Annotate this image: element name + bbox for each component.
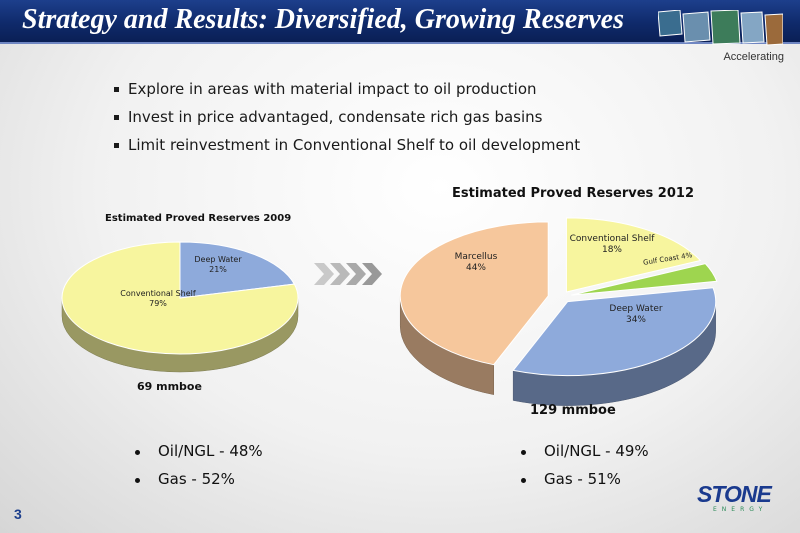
list-item: Explore in areas with material impact to… (114, 80, 714, 108)
stone-energy-logo: STONE ENERGY (697, 482, 785, 518)
pie-slice-deep-water (512, 287, 717, 377)
pie-slice-label: Deep Water 21% (194, 255, 242, 274)
chart-title-2012: Estimated Proved Reserves 2012 (452, 186, 694, 201)
chevron-arrows-icon (314, 263, 382, 285)
list-item: Invest in price advantaged, condensate r… (114, 108, 714, 136)
chart-title-2009: Estimated Proved Reserves 2009 (105, 213, 292, 224)
pie-slice-label: Conventional Shelf 79% (120, 289, 196, 308)
list-item: Oil/NGL - 48% (132, 442, 263, 470)
slide-title: Strategy and Results: Diversified, Growi… (22, 4, 624, 35)
pie-slice-label: Marcellus 44% (455, 252, 498, 273)
list-item: Limit reinvestment in Conventional Shelf… (114, 136, 714, 164)
top-bullet-list: Explore in areas with material impact to… (114, 80, 714, 164)
pie-slice-marcellus (399, 221, 549, 366)
list-item: Oil/NGL - 49% (518, 442, 649, 470)
logo-subtext: ENERGY (713, 506, 768, 513)
pie-slice-gulf-coast (571, 263, 718, 296)
total-2012: 129 mmboe (530, 403, 616, 418)
list-item: Gas - 51% (518, 470, 649, 498)
logo-wordmark: STONE (697, 481, 772, 507)
header-photo-strip (658, 10, 783, 46)
list-item: Gas - 52% (132, 470, 263, 498)
bullets-2012: Oil/NGL - 49% Gas - 51% (518, 442, 649, 498)
pie-slice-label: Deep Water 34% (609, 304, 662, 325)
total-2009: 69 mmboe (137, 380, 202, 393)
bullets-2009: Oil/NGL - 48% Gas - 52% (132, 442, 263, 498)
pie-slice-deep-water (179, 241, 296, 299)
pie-slice-conventional-shelf (565, 217, 702, 293)
page-number: 3 (14, 506, 22, 522)
pie-slice-label: Conventional Shelf 18% (570, 234, 656, 255)
tagline: Accelerating (723, 51, 784, 63)
pie-slice-conventional-shelf (61, 241, 299, 355)
